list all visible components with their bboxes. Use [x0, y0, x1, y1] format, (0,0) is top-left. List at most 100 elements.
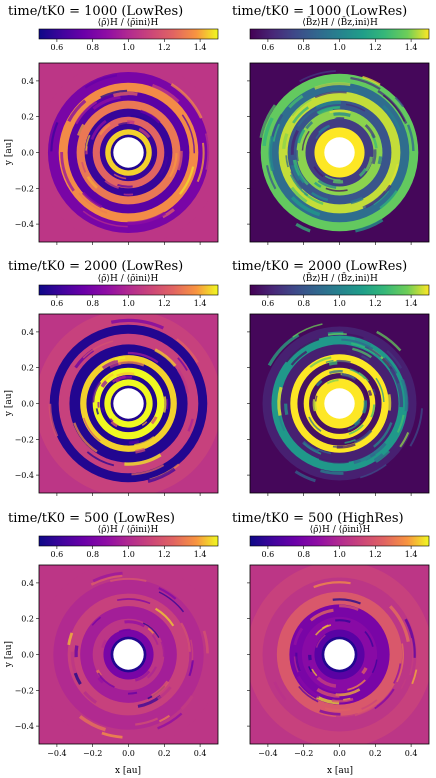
heatmap-streak	[103, 408, 104, 413]
x-tick-label: 0.2	[158, 749, 171, 758]
panel-5-title: time/tK0 = 500 (LowRes)	[8, 511, 175, 526]
colorbar-tick-label: 0.8	[297, 299, 310, 308]
panel-1-colorbar	[39, 29, 218, 39]
heatmap-streak	[286, 404, 287, 415]
heatmap-streak	[333, 114, 350, 116]
y-tick-label: 0.2	[21, 615, 34, 624]
colorbar-tick-label: 1.0	[122, 43, 135, 52]
heatmap-streak	[113, 94, 137, 96]
panel-4: time/tK0 = 2000 (LowRes) ⟨B̄z⟩H / ⟨B̄z,i…	[232, 259, 429, 496]
colorbar-tick-label: 1.0	[122, 299, 135, 308]
y-tick-label: −0.2	[15, 686, 34, 695]
panel-5-colorbar	[39, 536, 218, 546]
colorbar-tick-label: 1.2	[369, 550, 382, 559]
colorbar-tick-label: 1.4	[194, 43, 207, 52]
y-tick-label: 0.4	[21, 77, 34, 86]
x-tick-label: 0.0	[122, 749, 135, 758]
y-tick-label: −0.4	[15, 220, 34, 229]
heatmap-streak	[369, 390, 371, 395]
colorbar-tick-label: 1.4	[194, 550, 207, 559]
heatmap-streak	[135, 449, 144, 451]
x-tick-label: −0.2	[83, 749, 102, 758]
heatmap-streak	[128, 693, 137, 694]
panel-4-heatmap	[250, 314, 429, 493]
y-tick-label: 0.2	[21, 113, 34, 122]
panel-6-colorbar-label: ⟨ρ̄⟩H / ⟨ρ̄ini⟩H	[310, 525, 371, 535]
colorbar-tick-label: 0.6	[262, 550, 275, 559]
panel-6: time/tK0 = 500 (HighRes) ⟨ρ̄⟩H / ⟨ρ̄ini⟩…	[232, 511, 433, 776]
colorbar-tick-label: 1.2	[158, 43, 171, 52]
panel-3-colorbar	[39, 285, 218, 295]
x-tick-label: −0.4	[47, 749, 66, 758]
panel-2: time/tK0 = 1000 (LowRes) ⟨B̄z⟩H / ⟨B̄z,i…	[232, 4, 429, 245]
panel-6-heatmap	[246, 561, 432, 747]
colorbar-tick-label: 1.0	[333, 550, 346, 559]
panel-2-colorbar-label: ⟨B̄z⟩H / ⟨B̄z,ini⟩H	[302, 16, 378, 28]
heatmap-streak	[164, 396, 165, 412]
heatmap-streak	[310, 655, 311, 660]
panel-5-colorbar-label: ⟨ρ̄⟩H / ⟨ρ̄ini⟩H	[98, 525, 159, 535]
heatmap-streak	[297, 150, 298, 161]
y-tick-label: 0.0	[21, 400, 34, 409]
y-tick-label: −0.4	[15, 722, 34, 731]
x-tick-label: −0.2	[294, 749, 313, 758]
panel-2-colorbar	[250, 29, 429, 39]
x-tick-label: 0.4	[194, 749, 207, 758]
colorbar-tick-label: 0.6	[51, 550, 64, 559]
y-tick-label: −0.2	[15, 184, 34, 193]
colorbar-tick-label: 0.6	[51, 299, 64, 308]
x-tick-label: 0.0	[333, 749, 346, 758]
colorbar-tick-label: 0.8	[297, 550, 310, 559]
colorbar-tick-label: 1.4	[405, 43, 418, 52]
y-tick-label: 0.2	[21, 364, 34, 373]
panel-3-title: time/tK0 = 2000 (LowRes)	[8, 259, 183, 274]
inner-hole	[113, 639, 143, 669]
panel-3: time/tK0 = 2000 (LowRes) ⟨ρ̄⟩H / ⟨ρ̄ini⟩…	[4, 259, 222, 497]
panel-5-ylabel: y [au]	[4, 641, 14, 668]
inner-hole	[113, 137, 143, 167]
colorbar-tick-label: 1.4	[405, 299, 418, 308]
panel-3-heatmap	[35, 310, 221, 496]
heatmap-streak	[389, 394, 390, 410]
panel-6-xlabel: x [au]	[327, 766, 353, 776]
colorbar-tick-label: 1.0	[122, 550, 135, 559]
colorbar-tick-label: 0.8	[86, 550, 99, 559]
inner-hole	[113, 388, 143, 418]
heatmap-streak	[379, 156, 380, 164]
panel-4-title: time/tK0 = 2000 (LowRes)	[232, 259, 407, 274]
y-tick-label: 0.0	[21, 149, 34, 158]
y-tick-label: 0.4	[21, 328, 34, 337]
panel-1-heatmap	[35, 59, 221, 245]
heatmap-streak	[328, 334, 347, 335]
panel-3-ylabel: y [au]	[4, 390, 14, 417]
colorbar-tick-label: 1.2	[158, 550, 171, 559]
panel-6-title: time/tK0 = 500 (HighRes)	[232, 511, 404, 526]
heatmap-streak	[129, 441, 139, 442]
x-tick-label: 0.4	[405, 749, 418, 758]
panel-5-heatmap	[35, 561, 221, 747]
inner-hole	[324, 388, 354, 418]
colorbar-tick-label: 1.2	[369, 43, 382, 52]
colorbar-tick-label: 0.8	[86, 299, 99, 308]
panel-1-ylabel: y [au]	[4, 139, 14, 166]
y-tick-label: 0.4	[21, 579, 34, 588]
colorbar-tick-label: 1.4	[405, 550, 418, 559]
colorbar-tick-label: 0.6	[262, 43, 275, 52]
panel-1-title: time/tK0 = 1000 (LowRes)	[8, 4, 183, 19]
y-tick-label: −0.4	[15, 471, 34, 480]
panel-2-title: time/tK0 = 1000 (LowRes)	[232, 4, 407, 19]
panel-6-colorbar	[250, 536, 429, 546]
x-tick-label: 0.2	[369, 749, 382, 758]
colorbar-tick-label: 0.6	[262, 299, 275, 308]
inner-hole	[324, 639, 354, 669]
y-tick-label: 0.0	[21, 651, 34, 660]
panel-4-colorbar	[250, 285, 429, 295]
panel-3-colorbar-label: ⟨ρ̄⟩H / ⟨ρ̄ini⟩H	[98, 274, 159, 284]
x-tick-label: −0.4	[258, 749, 277, 758]
heatmap-streak	[329, 363, 337, 364]
colorbar-tick-label: 1.0	[333, 299, 346, 308]
heatmap-streak	[364, 400, 366, 413]
colorbar-tick-label: 1.2	[158, 299, 171, 308]
colorbar-tick-label: 1.4	[194, 299, 207, 308]
